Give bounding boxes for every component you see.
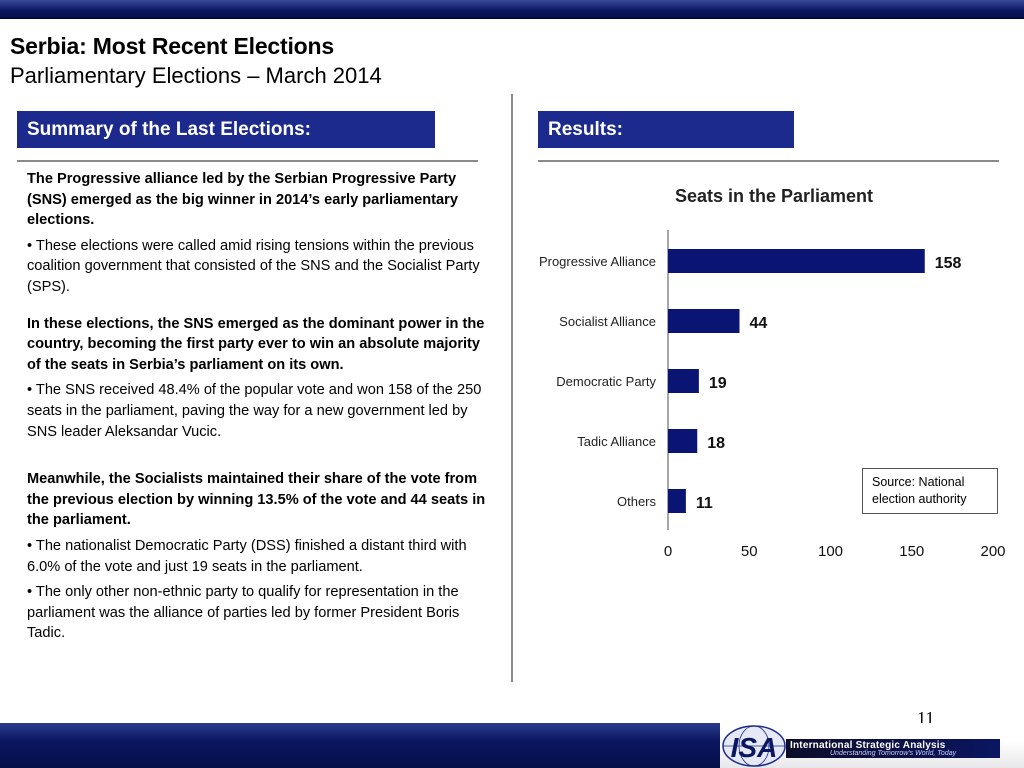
summary-heading: Summary of the Last Elections: xyxy=(17,111,435,148)
category-label: Progressive Alliance xyxy=(539,254,656,269)
bar xyxy=(668,429,698,453)
category-label: Democratic Party xyxy=(556,374,656,389)
x-tick-label: 0 xyxy=(664,543,672,560)
isa-logo: ISA International Strategic Analysis Und… xyxy=(720,723,1024,768)
logo-tagline: Understanding Tomorrow's World, Today xyxy=(830,750,957,757)
logo-name: International Strategic Analysis xyxy=(790,740,946,751)
bar-value-label: 44 xyxy=(750,315,768,332)
seats-bar-chart: Seats in the Parliament 0 50 100 150 200 Pro… xyxy=(539,186,1006,560)
summary-text: The Progressive alliance led by the Serb… xyxy=(27,169,489,644)
logo-banner xyxy=(786,739,1000,758)
results-heading: Results: xyxy=(538,111,794,148)
chart-bars xyxy=(668,249,925,513)
category-label: Tadic Alliance xyxy=(577,434,656,449)
page-title: Serbia: Most Recent Elections xyxy=(10,33,334,59)
bar-value-label: 158 xyxy=(935,255,962,272)
summary-heading-label: Summary of the Last Elections: xyxy=(27,119,312,140)
bar-value-label: 11 xyxy=(696,495,713,512)
source-note: Source: National election authority xyxy=(862,468,998,514)
summary-bullet-1: • These elections were called amid risin… xyxy=(27,237,480,295)
isa-globe-icon: ISA xyxy=(722,725,786,767)
results-heading-label: Results: xyxy=(548,119,623,140)
top-banner xyxy=(0,0,1024,19)
summary-bullet-3: • The nationalist Democratic Party (DSS)… xyxy=(27,537,467,575)
bar xyxy=(668,369,699,393)
x-tick-label: 50 xyxy=(741,543,758,560)
chart-title: Seats in the Parliament xyxy=(675,186,873,206)
bar-value-label: 18 xyxy=(707,435,725,452)
bar xyxy=(668,309,740,333)
chart-labels: Progressive Alliance 158 Socialist Allianc… xyxy=(539,254,962,512)
x-tick-label: 100 xyxy=(818,543,843,560)
summary-paragraph-2: In these elections, the SNS emerged as t… xyxy=(27,315,485,373)
summary-paragraph-1: The Progressive alliance led by the Serb… xyxy=(27,171,458,229)
x-tick-label: 150 xyxy=(899,543,924,560)
bar xyxy=(668,249,925,273)
column-divider xyxy=(511,94,513,682)
summary-paragraph-3: Meanwhile, the Socialists maintained the… xyxy=(27,471,486,529)
summary-divider xyxy=(17,160,478,162)
bar-value-label: 19 xyxy=(709,375,727,392)
bar xyxy=(668,489,686,513)
category-label: Others xyxy=(617,494,657,509)
results-divider xyxy=(538,160,999,162)
summary-bullet-2: • The SNS received 48.4% of the popular … xyxy=(27,382,482,440)
x-tick-label: 200 xyxy=(980,543,1005,560)
svg-text:ISA: ISA xyxy=(731,732,778,763)
page-subtitle: Parliamentary Elections – March 2014 xyxy=(10,63,382,88)
category-label: Socialist Alliance xyxy=(559,314,656,329)
summary-bullet-4: • The only other non-ethnic party to qua… xyxy=(27,584,460,642)
